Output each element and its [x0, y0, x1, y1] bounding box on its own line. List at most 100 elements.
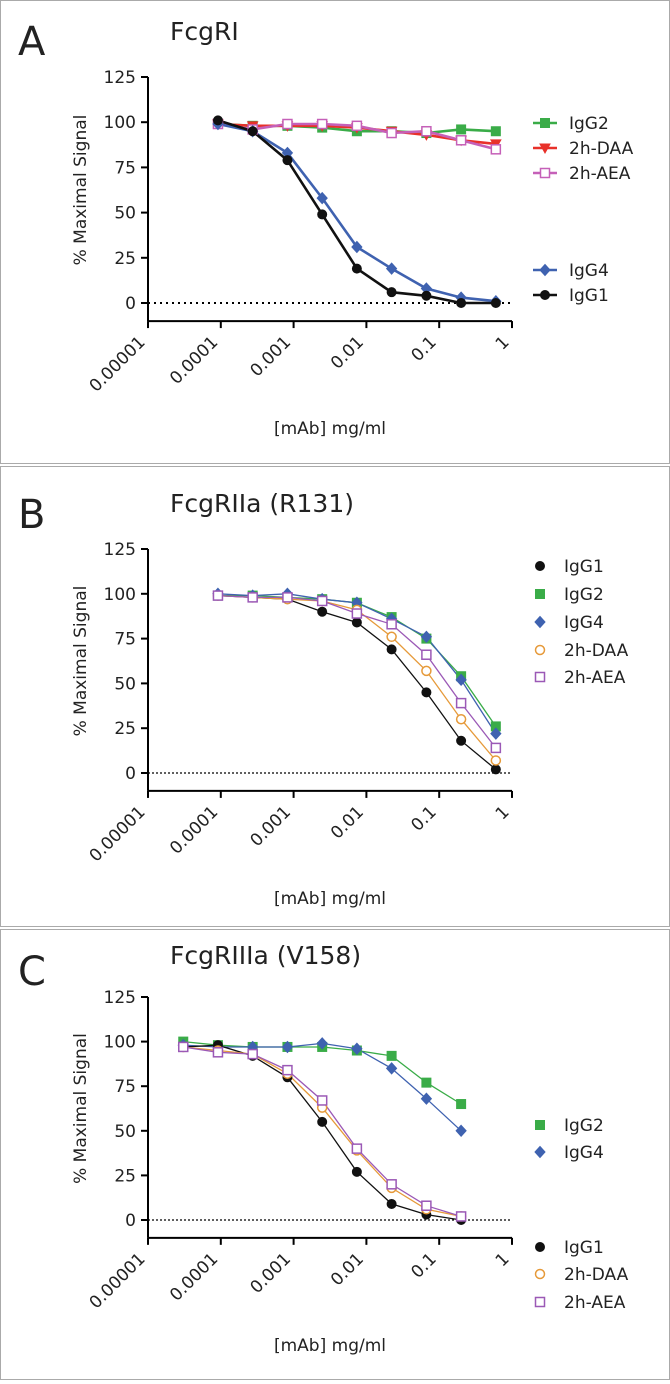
legend-label: IgG4	[564, 613, 604, 633]
panel-letter: B	[18, 492, 45, 538]
legend-marker	[539, 167, 551, 179]
marker	[212, 115, 223, 126]
x-axis-label: [mAb] mg/ml	[274, 419, 386, 439]
y-tick-label: 125	[104, 540, 136, 560]
marker	[455, 673, 467, 687]
x-tick-label: 0.001	[247, 802, 296, 851]
x-tick-label: 0.1	[407, 1249, 440, 1282]
x-tick-label: 1	[492, 332, 514, 354]
panel-letter: A	[18, 19, 46, 65]
x-tick-label: 0.1	[407, 802, 440, 835]
marker	[455, 713, 467, 725]
marker	[282, 155, 293, 166]
marker	[421, 125, 432, 137]
legend-marker	[534, 671, 546, 683]
x-tick-label: 0.0001	[166, 1249, 222, 1305]
panel-title: FcgRI	[170, 17, 239, 46]
marker	[385, 1062, 398, 1075]
series-line	[183, 1046, 462, 1218]
legend-marker	[539, 263, 551, 277]
legend-label: IgG2	[569, 114, 609, 134]
marker	[282, 592, 293, 603]
marker	[247, 592, 258, 603]
legend-label: IgG2	[564, 1116, 604, 1136]
marker	[385, 262, 398, 275]
marker	[351, 617, 362, 628]
marker	[490, 727, 502, 740]
marker	[456, 1099, 467, 1110]
legend-marker	[540, 118, 550, 128]
marker	[316, 118, 328, 130]
x-tick-label: 0.1	[407, 332, 440, 365]
y-tick-label: 25	[114, 719, 136, 739]
marker	[282, 118, 293, 130]
marker	[490, 764, 501, 775]
legend-marker	[535, 1242, 545, 1252]
legend-label: IgG1	[569, 286, 609, 306]
marker	[351, 1166, 362, 1177]
x-tick-label: 0.001	[247, 332, 296, 381]
marker	[490, 126, 501, 137]
marker	[317, 606, 328, 617]
marker	[456, 735, 467, 746]
marker	[351, 263, 362, 274]
marker	[317, 209, 328, 220]
marker	[386, 127, 397, 139]
marker	[178, 1041, 189, 1053]
y-tick-label: 50	[114, 1122, 136, 1142]
x-tick-label: 0.01	[327, 802, 368, 843]
y-tick-label: 0	[125, 294, 136, 314]
marker	[386, 644, 397, 655]
panel-title: FcgRIIIa (V158)	[170, 941, 361, 970]
x-tick-label: 0.0001	[166, 802, 222, 858]
y-tick-label: 125	[104, 68, 136, 88]
x-tick-label: 0.001	[247, 1249, 296, 1298]
marker	[421, 290, 432, 301]
legend-label: IgG4	[564, 1143, 604, 1163]
marker	[421, 649, 432, 660]
legend-marker	[534, 615, 546, 629]
marker	[316, 191, 328, 205]
legend-label: 2h-AEA	[564, 1293, 626, 1313]
x-axis-label: [mAb] mg/ml	[274, 1336, 386, 1356]
legend-label: IgG2	[564, 585, 604, 605]
marker	[490, 144, 502, 155]
x-axis-label: [mAb] mg/ml	[274, 889, 386, 909]
marker	[455, 135, 467, 146]
legend-label: 2h-DAA	[564, 1265, 629, 1285]
x-tick-label: 0.00001	[86, 332, 150, 396]
marker	[386, 631, 397, 643]
marker	[386, 619, 397, 630]
marker	[456, 124, 467, 135]
x-tick-label: 0.01	[327, 332, 368, 373]
marker	[456, 298, 467, 308]
y-axis-label: % Maximal Signal	[71, 115, 91, 266]
marker	[455, 1124, 467, 1138]
legend-label: 2h-DAA	[564, 641, 629, 661]
marker	[351, 1042, 363, 1055]
y-tick-label: 100	[104, 1033, 136, 1053]
y-tick-label: 0	[125, 764, 136, 784]
y-tick-label: 125	[104, 988, 136, 1008]
marker	[421, 687, 432, 698]
y-tick-label: 25	[114, 249, 136, 269]
legend-marker	[535, 561, 545, 571]
marker	[212, 590, 224, 601]
y-tick-label: 75	[114, 630, 136, 650]
legend-label: IgG4	[569, 261, 609, 281]
series-line	[217, 119, 496, 305]
marker	[386, 1050, 397, 1061]
x-tick-label: 0.00001	[86, 1249, 150, 1313]
y-tick-label: 0	[125, 1211, 136, 1231]
y-axis-label: % Maximal Signal	[71, 586, 91, 737]
y-tick-label: 50	[114, 674, 136, 694]
marker	[317, 1116, 328, 1127]
marker	[455, 697, 467, 709]
marker	[490, 298, 501, 308]
x-tick-label: 0.01	[327, 1249, 368, 1290]
legend-label: IgG1	[564, 1238, 604, 1258]
marker	[386, 287, 397, 298]
x-tick-label: 1	[492, 802, 514, 824]
